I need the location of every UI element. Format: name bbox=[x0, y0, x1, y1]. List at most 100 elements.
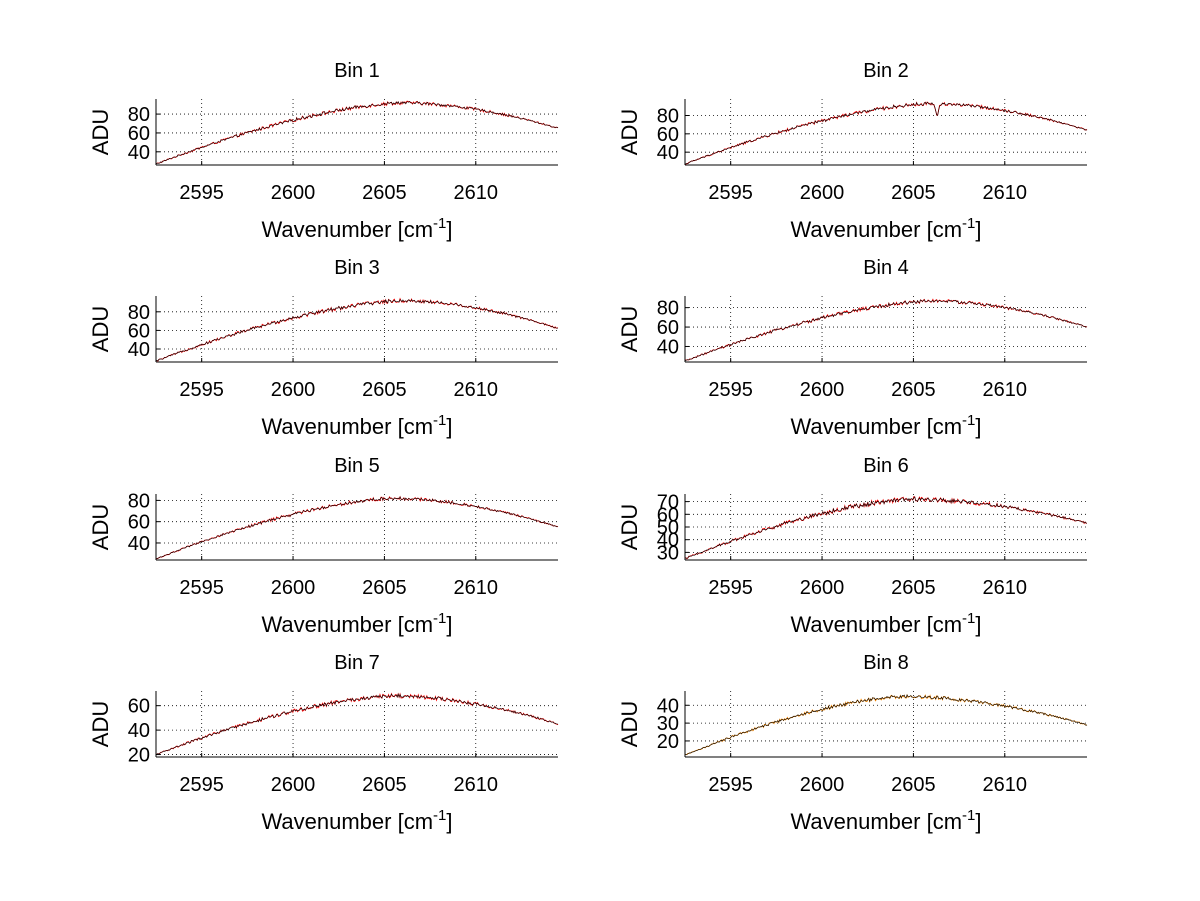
y-tick-label: 60 bbox=[128, 123, 150, 145]
subplot-title: Bin 6 bbox=[863, 455, 909, 477]
y-tick-label: 20 bbox=[657, 731, 679, 753]
y-tick-label: 60 bbox=[657, 504, 679, 526]
x-tick-label: 2600 bbox=[271, 577, 316, 599]
x-tick-label: 2595 bbox=[708, 774, 753, 796]
series-measured bbox=[155, 297, 559, 362]
x-tick-label: 2600 bbox=[800, 182, 845, 204]
x-tick-label: 2610 bbox=[983, 182, 1028, 204]
x-axis-label-end: ] bbox=[446, 809, 452, 834]
series-measured bbox=[684, 298, 1088, 361]
y-tick-label: 30 bbox=[657, 713, 679, 735]
y-tick-label: 80 bbox=[128, 104, 150, 126]
y-axis-label: ADU bbox=[88, 109, 113, 155]
y-tick-label: 40 bbox=[657, 336, 679, 358]
x-tick-label: 2600 bbox=[800, 577, 845, 599]
x-axis-label: Wavenumber [cm-1] bbox=[790, 412, 981, 439]
x-axis-label-superscript: -1 bbox=[433, 215, 446, 232]
x-axis-label: Wavenumber [cm-1] bbox=[261, 610, 452, 637]
x-axis-label: Wavenumber [cm-1] bbox=[790, 215, 981, 242]
y-tick-label: 80 bbox=[657, 106, 679, 128]
series-measured bbox=[684, 496, 1088, 560]
x-tick-label: 2595 bbox=[179, 774, 224, 796]
x-tick-label: 2600 bbox=[800, 379, 845, 401]
x-tick-label: 2610 bbox=[454, 182, 499, 204]
y-axis-label: ADU bbox=[88, 701, 113, 747]
x-axis-label: Wavenumber [cm-1] bbox=[790, 610, 981, 637]
x-axis-label-end: ] bbox=[446, 217, 452, 242]
x-axis-label: Wavenumber [cm-1] bbox=[261, 412, 452, 439]
series-fit bbox=[684, 101, 1088, 165]
x-axis-label-superscript: -1 bbox=[962, 807, 975, 824]
subplot-title: Bin 2 bbox=[863, 60, 909, 82]
x-tick-label: 2595 bbox=[179, 182, 224, 204]
x-tick-label: 2610 bbox=[983, 774, 1028, 796]
x-axis-label-main: Wavenumber [cm bbox=[790, 217, 962, 242]
y-tick-label: 80 bbox=[128, 302, 150, 324]
y-tick-label: 40 bbox=[657, 530, 679, 552]
y-axis-label: ADU bbox=[617, 109, 642, 155]
y-tick-label: 60 bbox=[128, 512, 150, 534]
subplot-title: Bin 4 bbox=[863, 257, 909, 279]
y-tick-label: 60 bbox=[657, 124, 679, 146]
y-tick-label: 60 bbox=[128, 320, 150, 342]
x-tick-label: 2595 bbox=[708, 182, 753, 204]
series-measured bbox=[155, 495, 559, 560]
x-axis-label-main: Wavenumber [cm bbox=[790, 809, 962, 834]
series-measured bbox=[155, 100, 559, 165]
x-tick-label: 2605 bbox=[362, 774, 407, 796]
y-tick-label: 60 bbox=[128, 696, 150, 718]
series-fit bbox=[684, 299, 1088, 361]
x-tick-label: 2605 bbox=[891, 182, 936, 204]
x-tick-label: 2600 bbox=[271, 182, 316, 204]
subplot-title: Bin 1 bbox=[334, 60, 380, 82]
x-tick-label: 2600 bbox=[271, 379, 316, 401]
y-tick-label: 80 bbox=[657, 298, 679, 320]
subplot-title: Bin 8 bbox=[863, 652, 909, 674]
x-tick-label: 2610 bbox=[454, 577, 499, 599]
y-tick-label: 60 bbox=[657, 317, 679, 339]
y-tick-label: 70 bbox=[657, 492, 679, 514]
x-tick-label: 2595 bbox=[179, 379, 224, 401]
x-tick-label: 2605 bbox=[891, 774, 936, 796]
x-tick-label: 2610 bbox=[983, 577, 1028, 599]
series-fit bbox=[155, 101, 559, 165]
y-tick-label: 50 bbox=[657, 517, 679, 539]
x-axis-label: Wavenumber [cm-1] bbox=[261, 215, 452, 242]
x-tick-label: 2605 bbox=[891, 379, 936, 401]
x-tick-label: 2595 bbox=[179, 577, 224, 599]
x-tick-label: 2605 bbox=[362, 182, 407, 204]
x-axis-label-end: ] bbox=[975, 612, 981, 637]
x-axis-label-superscript: -1 bbox=[962, 610, 975, 627]
x-axis-label-end: ] bbox=[446, 612, 452, 637]
subplot-title: Bin 5 bbox=[334, 455, 380, 477]
y-axis-label: ADU bbox=[617, 306, 642, 352]
x-axis-label-main: Wavenumber [cm bbox=[261, 612, 433, 637]
x-tick-label: 2610 bbox=[454, 379, 499, 401]
series-fit bbox=[155, 692, 559, 755]
x-axis-label-end: ] bbox=[975, 809, 981, 834]
x-axis-label-superscript: -1 bbox=[433, 807, 446, 824]
x-tick-label: 2610 bbox=[454, 774, 499, 796]
x-tick-label: 2595 bbox=[708, 379, 753, 401]
series-fit bbox=[155, 299, 559, 362]
y-tick-label: 40 bbox=[128, 142, 150, 164]
subplot-title: Bin 3 bbox=[334, 257, 380, 279]
x-axis-label: Wavenumber [cm-1] bbox=[261, 807, 452, 834]
x-tick-label: 2600 bbox=[271, 774, 316, 796]
y-axis-label: ADU bbox=[617, 701, 642, 747]
y-tick-label: 80 bbox=[128, 490, 150, 512]
y-tick-label: 40 bbox=[657, 142, 679, 164]
x-axis-label-main: Wavenumber [cm bbox=[261, 414, 433, 439]
x-axis-label-main: Wavenumber [cm bbox=[790, 612, 962, 637]
x-axis-label-end: ] bbox=[975, 414, 981, 439]
y-axis-label: ADU bbox=[88, 504, 113, 550]
x-axis-label-superscript: -1 bbox=[962, 412, 975, 429]
x-tick-label: 2605 bbox=[362, 379, 407, 401]
